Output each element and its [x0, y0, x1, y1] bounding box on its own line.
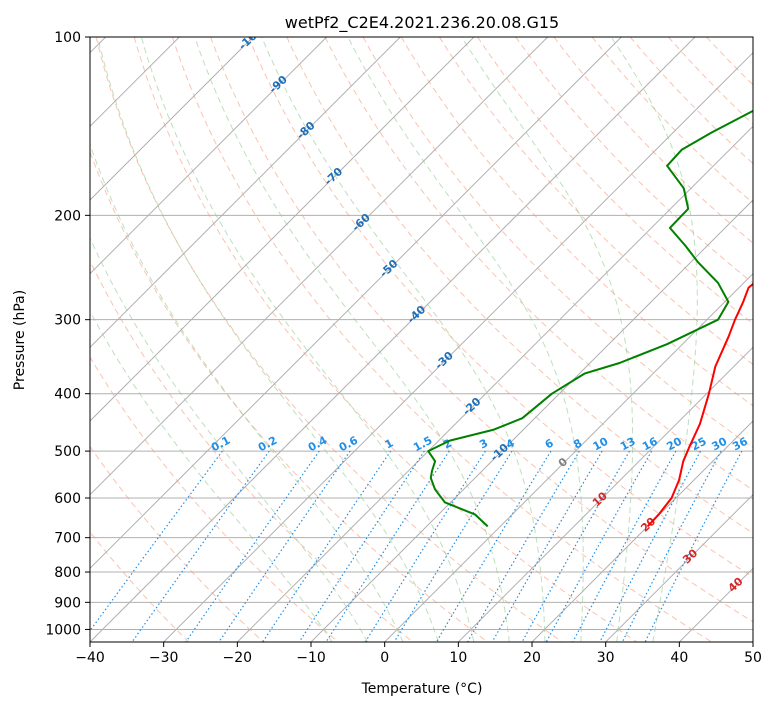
dry-adiabat	[477, 37, 753, 325]
y-tick-label: 700	[54, 531, 81, 547]
mixing-ratio-label: 25	[689, 435, 709, 454]
y-tick-label: 800	[54, 565, 81, 581]
moist-adiabat	[90, 236, 369, 642]
dry-adiabat	[90, 445, 264, 642]
y-tick-label: 500	[54, 444, 81, 460]
moist-adiabat	[261, 37, 546, 642]
isotherm-line	[605, 493, 753, 642]
x-tick-label: 40	[670, 650, 688, 666]
isotherm-line	[384, 272, 753, 642]
mixing-ratio-line	[393, 450, 513, 642]
x-tick-label: 10	[449, 650, 467, 666]
dry-adiabat	[324, 37, 753, 491]
dry-adiabat	[210, 37, 753, 623]
y-axis-label: Pressure (hPa)	[12, 290, 28, 390]
isotherm-line	[90, 37, 254, 201]
y-tick-label: 200	[54, 208, 81, 224]
mixing-ratio-label: 13	[618, 435, 638, 454]
moist-adiabat	[140, 37, 475, 642]
y-tick-label: 600	[54, 491, 81, 507]
sounding-line	[427, 109, 753, 528]
mixing-ratio-line	[599, 450, 702, 642]
moist-adiabat	[347, 37, 584, 642]
isotherm-line	[90, 37, 549, 496]
y-tick-label: 100	[54, 30, 81, 46]
mixing-ratio-label: 10	[591, 435, 611, 454]
moist-adiabat	[90, 310, 333, 642]
y-tick-label: 300	[54, 313, 81, 329]
sounding-line	[646, 282, 753, 528]
mixing-ratio-line	[572, 450, 677, 642]
mixing-ratio-line	[521, 450, 631, 642]
isotherm-line	[531, 420, 753, 642]
isotherm-line	[90, 37, 622, 570]
isotherm-line	[90, 37, 401, 349]
mixing-ratio-line	[262, 450, 392, 642]
mixing-ratio-line	[491, 450, 603, 642]
dry-adiabat	[90, 356, 339, 642]
isotherm-line	[163, 51, 753, 642]
mixing-ratio-label: 20	[664, 435, 684, 454]
x-tick-label: 20	[523, 650, 541, 666]
x-tick-label: −10	[296, 650, 326, 666]
mixing-ratio-line	[218, 450, 351, 642]
mixing-ratio-line	[545, 450, 653, 642]
dry-adiabat	[95, 37, 563, 642]
dry-adiabat	[438, 37, 753, 366]
dry-adiabat	[248, 37, 753, 578]
mixing-ratio-line	[90, 450, 223, 632]
moist-adiabat	[97, 37, 439, 642]
isotherm-line	[90, 37, 328, 275]
mixing-ratio-label: 16	[640, 435, 660, 454]
x-tick-label: 30	[597, 650, 615, 666]
isotherm-line	[310, 199, 753, 642]
isotherm-line	[90, 37, 475, 422]
plot-frame	[89, 36, 754, 643]
mixing-ratio-label: 36	[730, 435, 750, 454]
mixing-ratio-line	[298, 450, 425, 642]
mixing-ratio-line	[185, 450, 320, 642]
x-axis-label: Temperature (°C)	[361, 681, 483, 697]
x-tick-label: −40	[75, 650, 105, 666]
y-tick-label: 900	[54, 595, 81, 611]
plot-area: 0.1 0.2 0.4 0.6 1 1.5 2 3 4 6 8 10 13 16 20 25 30 36-100-…	[90, 37, 753, 642]
isotherm-line	[457, 346, 753, 642]
y-tick-label: 1000	[45, 622, 81, 638]
x-tick-label: 0	[380, 650, 389, 666]
moist-adiabat	[610, 37, 698, 642]
moist-adiabat	[90, 142, 404, 642]
moist-adiabat	[194, 37, 510, 642]
dry-adiabat	[133, 37, 638, 642]
x-tick-label: −20	[223, 650, 253, 666]
dry-adiabat	[90, 150, 488, 642]
mixing-ratio-line	[621, 450, 722, 642]
mixing-ratio-line	[644, 450, 743, 642]
x-tick-label: 50	[744, 650, 762, 666]
x-tick-label: −30	[149, 650, 179, 666]
isotherm-line	[236, 125, 753, 642]
mixing-ratio-label: 30	[710, 435, 730, 454]
chart-title: wetPf2_C2E4.2021.236.20.08.G15	[285, 13, 559, 33]
isotherm-line	[90, 37, 696, 642]
axes: −40 −30 −20 −10 0 10 20 30 40 50 100 200 300 400 500 60…	[45, 30, 762, 666]
y-tick-label: 400	[54, 387, 81, 403]
